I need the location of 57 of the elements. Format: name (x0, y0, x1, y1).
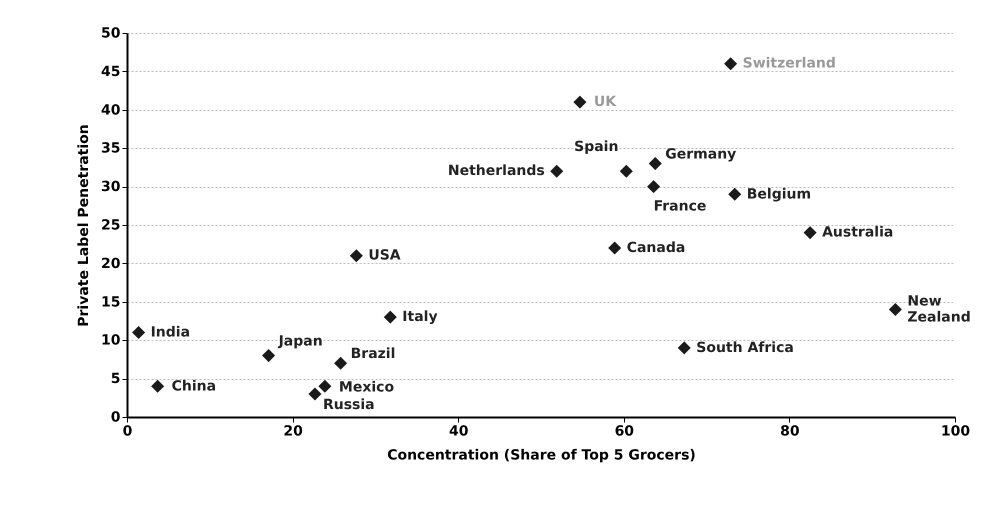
y-tick-label: 35 (101, 140, 120, 157)
point (132, 326, 146, 340)
x-tick-label: 60 (614, 424, 634, 440)
annotation: France (654, 198, 706, 215)
annotation: India (150, 324, 190, 341)
point (888, 302, 902, 316)
x-tick-label: 100 (940, 424, 970, 440)
y-tick-label: 5 (110, 371, 120, 388)
y-tick-label: 50 (101, 26, 121, 42)
point (620, 164, 633, 178)
annotation: Russia (322, 396, 375, 413)
point (308, 387, 322, 400)
y-tick-label: 25 (101, 218, 120, 234)
annotation: China (172, 378, 216, 394)
point (647, 180, 660, 194)
y-tick-label: 20 (101, 256, 121, 272)
point (384, 310, 397, 324)
annotation: South Africa (696, 340, 794, 356)
annotation: Mexico (338, 379, 394, 396)
annotation: Brazil (350, 346, 396, 362)
point (262, 349, 276, 362)
point (550, 164, 564, 178)
annotation: Italy (402, 309, 438, 326)
point (648, 157, 662, 170)
annotation: USA (368, 248, 401, 264)
annotation: UK (594, 94, 618, 110)
point (804, 226, 817, 240)
annotation: Spain (574, 139, 618, 156)
y-tick-label: 15 (101, 294, 120, 310)
annotation: Switzerland (742, 56, 836, 72)
y-tick-label: 0 (110, 410, 121, 426)
annotation: Germany (665, 146, 736, 163)
point (334, 356, 348, 370)
annotation: Netherlands (448, 163, 545, 180)
y-tick-label: 10 (101, 332, 121, 349)
y-tick-label: 40 (101, 102, 121, 118)
annotation: Canada (626, 240, 686, 256)
point (724, 57, 738, 70)
point (318, 380, 332, 393)
x-tick-label: 40 (448, 424, 469, 440)
annotation: Belgium (746, 186, 812, 202)
point (151, 380, 164, 393)
annotation: New Zealand (907, 293, 971, 326)
y-tick-label: 45 (101, 64, 120, 80)
y-axis-title: Private Label Penetration (76, 124, 92, 327)
annotation: Australia (822, 224, 894, 241)
y-tick-label: 30 (101, 179, 121, 196)
x-tick-label: 80 (780, 424, 800, 440)
x-axis-title: Concentration (Share of Top 5 Grocers) (387, 448, 696, 464)
point (728, 188, 742, 201)
x-tick-label: 20 (283, 424, 304, 440)
point (350, 249, 363, 262)
annotation: Japan (278, 334, 323, 350)
point (573, 96, 586, 109)
point (678, 341, 691, 354)
point (608, 242, 622, 255)
x-tick-label: 0 (122, 424, 133, 440)
